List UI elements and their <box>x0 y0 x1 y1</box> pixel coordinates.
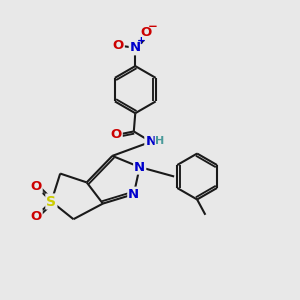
Text: O: O <box>112 39 124 52</box>
Text: O: O <box>30 180 42 193</box>
Text: H: H <box>155 136 164 146</box>
Text: N: N <box>130 41 141 54</box>
Text: O: O <box>30 210 42 223</box>
Text: +: + <box>137 36 146 46</box>
Text: N: N <box>145 135 156 148</box>
Text: O: O <box>110 128 122 142</box>
Text: N: N <box>134 160 145 174</box>
Text: S: S <box>46 194 56 208</box>
Text: N: N <box>128 188 140 201</box>
Text: −: − <box>148 20 158 33</box>
Text: O: O <box>141 26 152 39</box>
